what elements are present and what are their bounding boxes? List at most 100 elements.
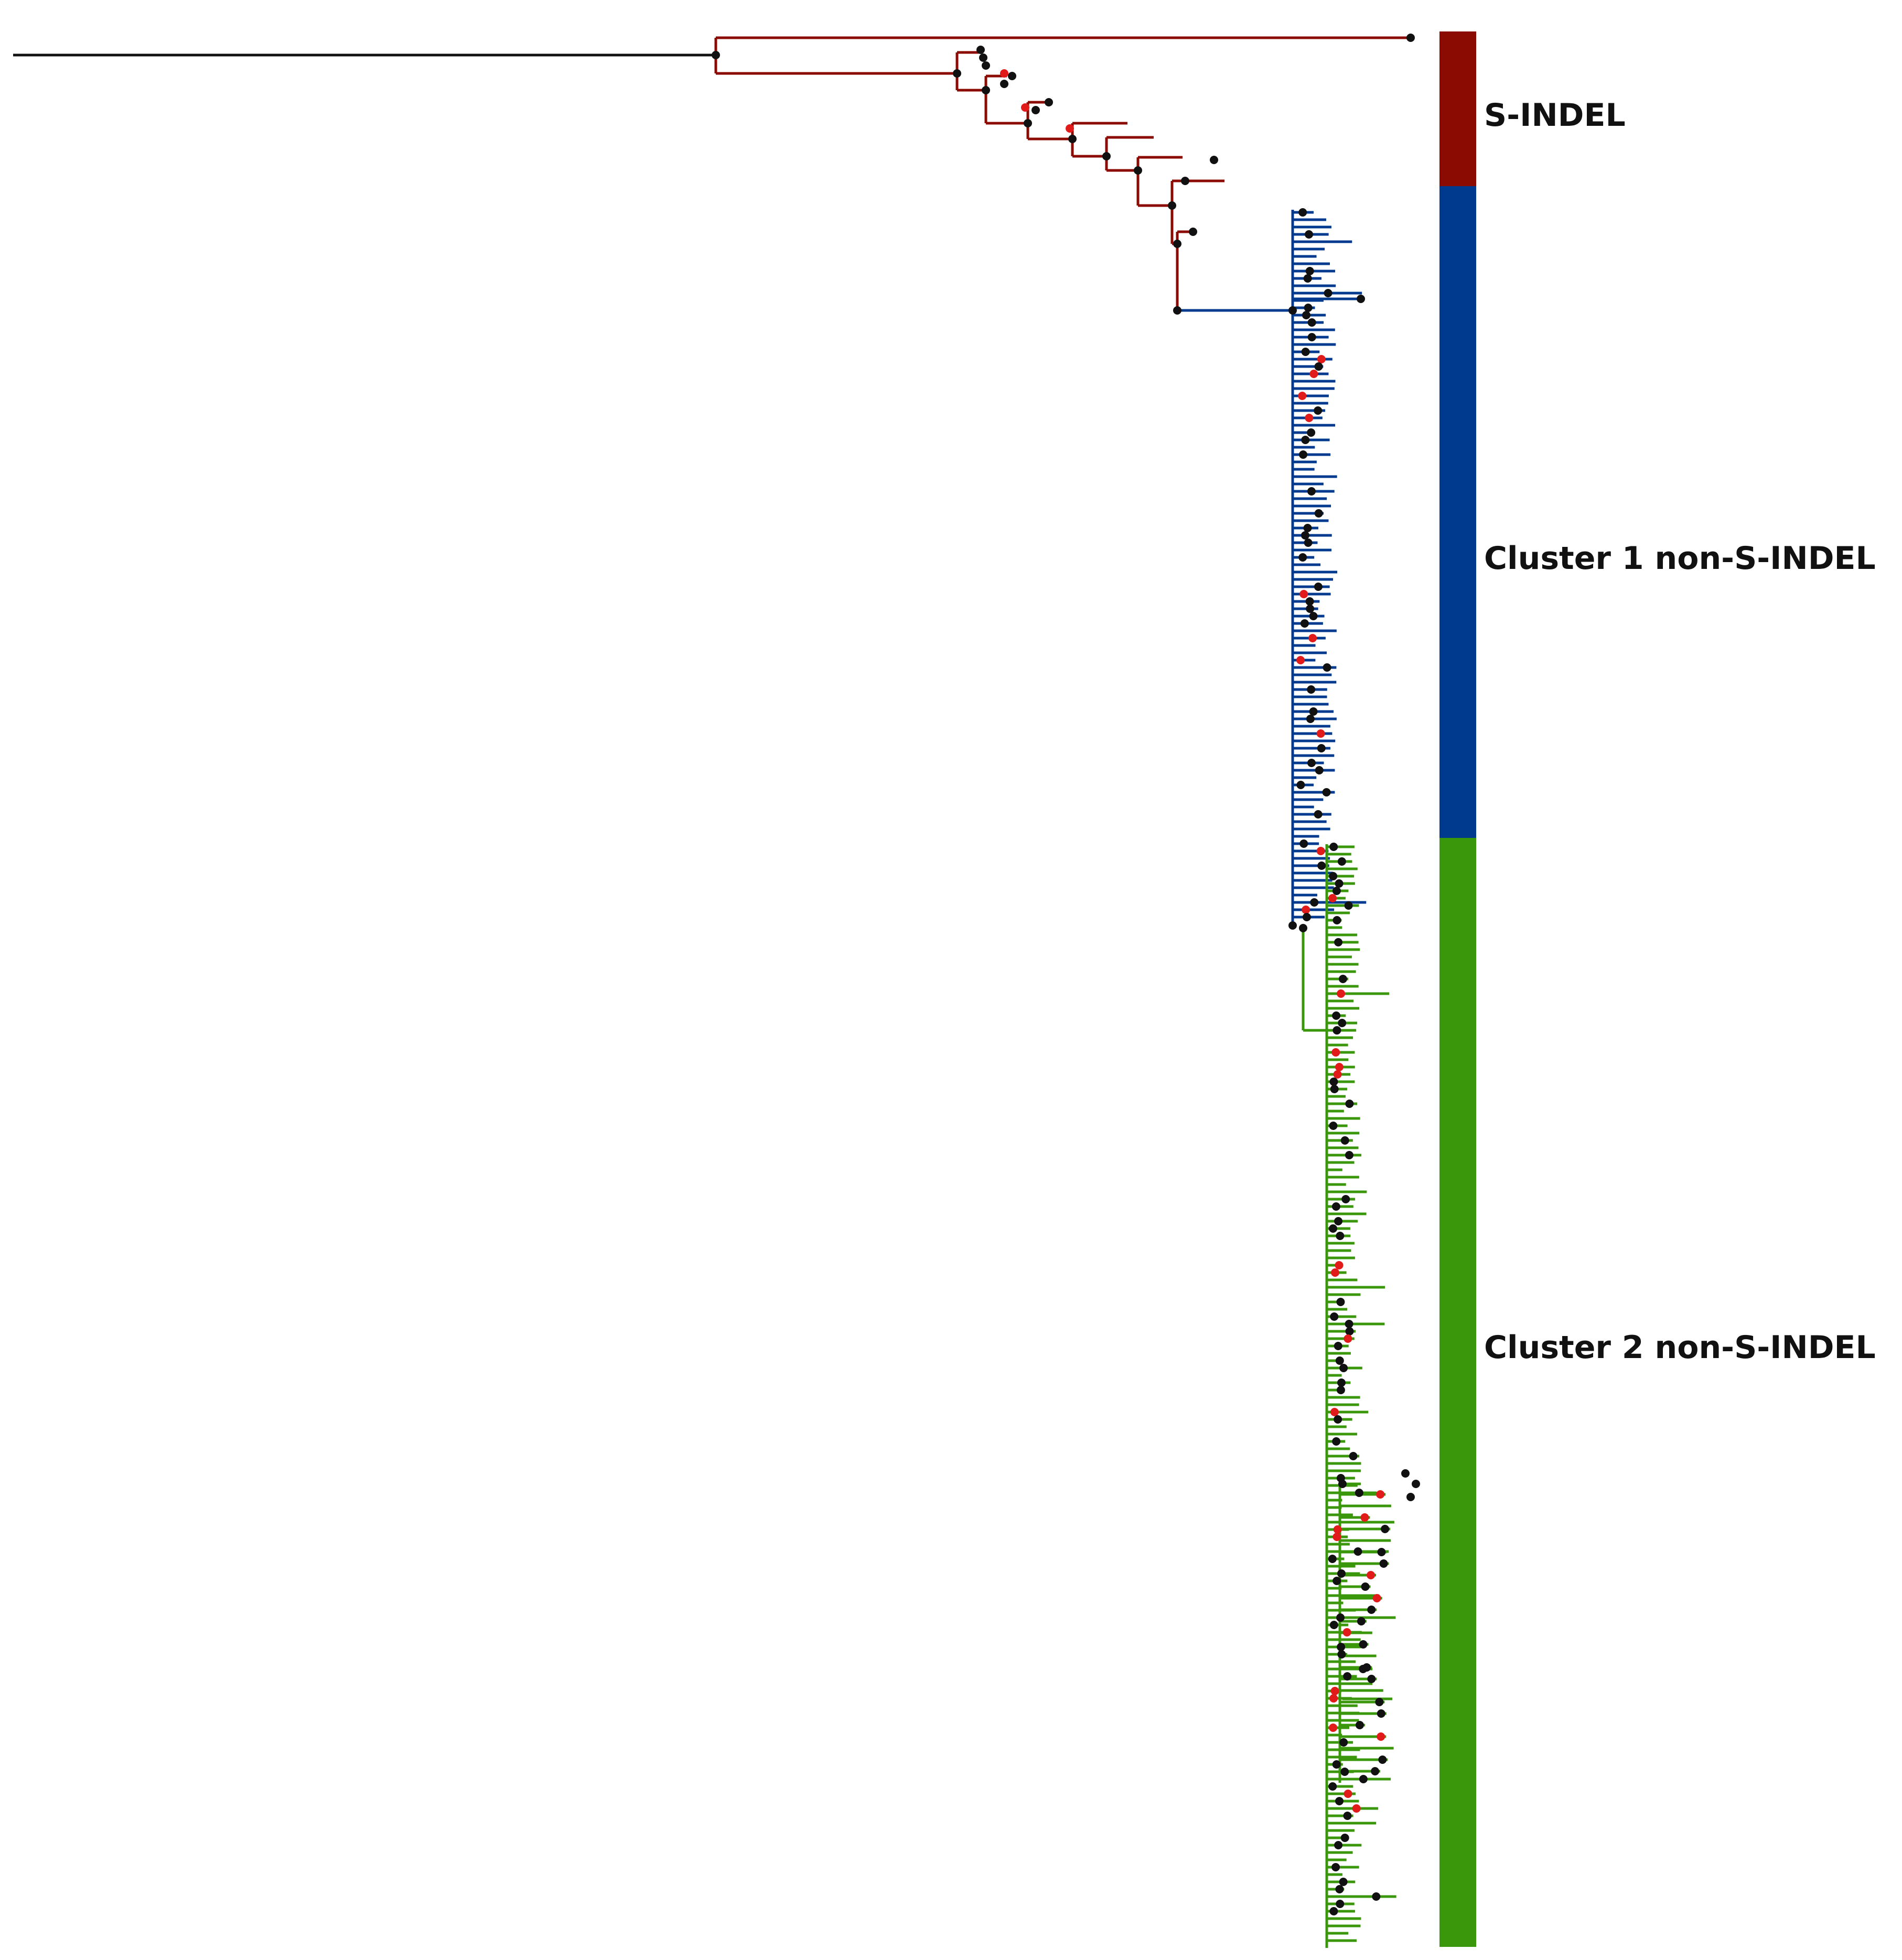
tree-node: [1406, 1493, 1415, 1501]
tree-node: [1317, 355, 1326, 363]
tree-node: [1309, 370, 1318, 378]
tree-node: [1305, 230, 1314, 239]
tree-node: [1314, 583, 1323, 591]
tree-node: [1210, 156, 1218, 164]
cluster-bar-cluster1: [1439, 186, 1476, 838]
tree-node: [1341, 1195, 1350, 1203]
tree-node: [1288, 306, 1297, 315]
tree-node: [1330, 1687, 1339, 1695]
s-indel-label: S-INDEL: [1484, 97, 1626, 134]
tree-node: [1316, 729, 1325, 738]
tree-node: [1338, 975, 1347, 983]
tree-node: [1309, 707, 1318, 716]
tree-node: [1309, 612, 1318, 620]
tree-node: [1340, 1834, 1349, 1842]
tree-node: [1324, 289, 1333, 297]
tree-node: [1359, 1775, 1368, 1783]
tree-node: [1299, 450, 1308, 459]
tree-node: [1338, 1019, 1347, 1027]
tree-node: [1361, 1582, 1370, 1591]
tree-node: [1343, 1812, 1352, 1820]
tree-node: [1379, 1559, 1388, 1568]
tree-node: [1336, 1613, 1345, 1622]
tree-node: [1401, 1469, 1410, 1478]
tree-node: [1315, 766, 1324, 774]
tree-node: [1332, 1760, 1341, 1769]
tree-node: [1375, 1698, 1384, 1706]
tree-node: [1045, 98, 1053, 106]
tree-node: [1173, 306, 1181, 315]
tree-node: [1337, 1569, 1346, 1578]
tree-node: [1335, 879, 1344, 888]
tree-node: [1332, 1437, 1341, 1446]
tree-node: [979, 53, 987, 62]
tree-node: [1345, 1327, 1354, 1336]
tree-node: [1000, 69, 1008, 78]
tree-node: [1377, 1732, 1385, 1741]
tree-node: [1355, 1489, 1363, 1497]
tree-node: [1305, 597, 1314, 606]
tree-node: [1372, 1594, 1381, 1602]
tree-node: [1304, 304, 1313, 312]
tree-node: [1306, 605, 1315, 613]
tree-node: [1288, 921, 1297, 930]
tree-node: [1377, 1548, 1386, 1556]
tree-node: [1331, 1048, 1340, 1057]
cluster2-clade: [1302, 844, 1396, 1948]
tree-node: [1333, 916, 1341, 924]
tree-node: [1330, 1085, 1339, 1093]
tree-node: [1299, 839, 1308, 848]
tree-node: [1181, 177, 1189, 185]
tree-node: [1331, 1202, 1340, 1211]
tree-node: [1339, 1878, 1348, 1886]
tree-node: [1334, 1415, 1342, 1424]
tree-node: [1377, 1709, 1385, 1718]
tree-node: [1337, 1379, 1346, 1387]
tree-node: [1367, 1675, 1376, 1683]
tree-node: [976, 46, 985, 54]
tree-node: [1317, 861, 1326, 870]
tree-node: [1302, 311, 1310, 319]
tree-node: [1329, 1621, 1338, 1629]
tree-node: [1316, 847, 1325, 855]
tree-node: [1323, 663, 1331, 672]
tree-node: [1306, 715, 1315, 723]
tree-node: [1406, 34, 1415, 42]
tree-node: [1343, 1672, 1352, 1681]
tree-node: [1336, 1232, 1345, 1240]
tree-node: [1329, 1224, 1338, 1233]
tree-node: [1300, 619, 1309, 628]
tree-node: [1329, 1078, 1338, 1086]
tree-node: [1367, 1571, 1376, 1579]
tree-node: [1307, 487, 1316, 496]
tree-node: [1173, 240, 1181, 248]
tree-node: [1337, 1650, 1346, 1659]
cluster1-clade: [1177, 210, 1367, 925]
tree-node: [1314, 810, 1323, 819]
cluster-bar-s-indel: [1439, 31, 1476, 186]
tree-node: [982, 86, 990, 94]
tree-node: [1305, 267, 1314, 275]
tree-node: [1329, 843, 1338, 851]
tree-node: [1021, 103, 1029, 112]
tree-node: [1068, 135, 1077, 143]
tree-node: [1307, 333, 1316, 341]
tree-node: [1333, 1577, 1341, 1585]
tree-node: [1333, 1070, 1342, 1079]
tree-node: [1333, 1525, 1342, 1534]
tree-node: [1296, 781, 1305, 789]
tree-nodes: [712, 34, 1420, 1915]
tree-node: [1314, 406, 1323, 415]
tree-node: [1301, 436, 1310, 444]
tree-node: [1334, 1841, 1343, 1849]
tree-node: [1298, 553, 1307, 562]
cluster1-label: Cluster 1 non-S-INDEL: [1484, 540, 1876, 577]
tree-node: [1334, 1342, 1342, 1350]
tree-node: [1299, 924, 1307, 932]
tree-node: [1296, 656, 1305, 664]
tree-node: [1335, 1356, 1344, 1365]
tree-node: [1336, 1298, 1345, 1306]
tree-node: [1302, 906, 1310, 914]
tree-node: [1352, 1804, 1361, 1813]
